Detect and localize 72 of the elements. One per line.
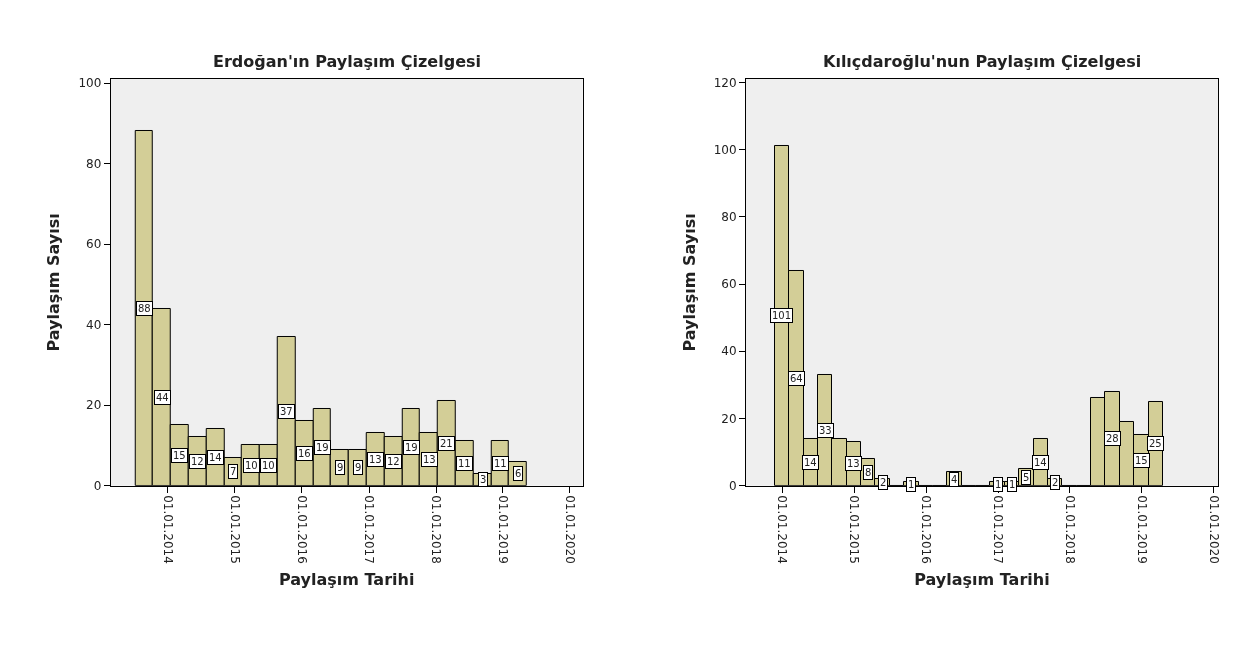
data-label: 13	[423, 454, 436, 465]
y-tick-label: 40	[86, 317, 102, 332]
y-tick-label: 80	[86, 156, 102, 171]
y-axis-title: Paylaşım Sayısı	[679, 213, 699, 352]
y-tick-label: 80	[721, 210, 737, 225]
data-label: 3	[480, 474, 487, 485]
data-label: 44	[156, 392, 169, 403]
y-tick-label: 60	[86, 237, 102, 252]
data-label: 4	[951, 474, 958, 485]
y-tick-label: 100	[713, 142, 737, 157]
data-label: 15	[1135, 455, 1148, 466]
data-label: 12	[191, 456, 204, 467]
data-label: 10	[245, 460, 258, 471]
x-tick-label: 01.01.2016	[919, 495, 934, 564]
y-tick-label: 40	[721, 344, 737, 359]
data-label: 11	[494, 458, 507, 469]
y-tick-label: 0	[728, 478, 737, 493]
data-label: 28	[1106, 433, 1119, 444]
data-label: 33	[819, 425, 832, 436]
data-label: 5	[1023, 472, 1030, 483]
data-label: 21	[440, 438, 453, 449]
x-tick-label: 01.01.2020	[563, 495, 578, 564]
data-label: 13	[847, 458, 860, 469]
x-tick-label: 01.01.2020	[1206, 495, 1221, 564]
y-tick-label: 120	[713, 75, 737, 90]
x-tick-label: 01.01.2019	[496, 495, 511, 564]
x-tick-label: 01.01.2018	[429, 495, 444, 564]
data-label: 7	[230, 466, 237, 477]
x-tick-label: 01.01.2017	[991, 495, 1006, 564]
data-label: 12	[387, 456, 400, 467]
x-tick-label: 01.01.2014	[160, 495, 175, 564]
data-label: 9	[355, 462, 362, 473]
data-label: 2	[880, 477, 887, 488]
data-label: 13	[369, 454, 382, 465]
data-label: 11	[458, 458, 471, 469]
x-tick-label: 01.01.2015	[847, 495, 862, 564]
data-label: 6	[515, 468, 522, 479]
x-tick-label: 01.01.2019	[1134, 495, 1149, 564]
data-label: 8	[865, 467, 872, 478]
x-tick-label: 01.01.2018	[1063, 495, 1078, 564]
data-label: 101	[772, 310, 792, 321]
data-label: 19	[316, 442, 329, 453]
x-tick-label: 01.01.2017	[362, 495, 377, 564]
y-tick-label: 60	[721, 277, 737, 292]
data-label: 2	[1052, 477, 1059, 488]
y-tick-label: 100	[78, 76, 102, 91]
y-tick-label: 20	[721, 411, 737, 426]
x-tick-label: 01.01.2016	[294, 495, 309, 564]
data-label: 16	[298, 448, 311, 459]
data-label: 64	[790, 373, 803, 384]
data-label: 88	[138, 303, 151, 314]
data-label: 19	[405, 442, 418, 453]
data-label: 14	[804, 457, 817, 468]
data-label: 1	[1009, 479, 1016, 490]
y-tick-label: 0	[93, 478, 102, 493]
x-tick-label: 01.01.2015	[227, 495, 242, 564]
data-label: 10	[262, 460, 275, 471]
data-label: 14	[209, 452, 222, 463]
data-label: 14	[1034, 457, 1047, 468]
x-axis-title: Paylaşım Tarihi	[278, 569, 415, 589]
data-label: 1	[908, 479, 915, 490]
chart-title: Erdoğan'ın Paylaşım Çizelgesi	[213, 52, 481, 71]
data-label: 25	[1149, 438, 1162, 449]
data-label: 15	[173, 450, 186, 461]
x-tick-label: 01.01.2014	[775, 495, 790, 564]
y-tick-label: 20	[86, 398, 102, 413]
y-axis-title: Paylaşım Sayısı	[44, 213, 64, 352]
data-label: 37	[280, 406, 293, 417]
x-axis-title: Paylaşım Tarihi	[914, 569, 1050, 589]
chart-title: Kılıçdaroğlu'nun Paylaşım Çizelgesi	[823, 52, 1142, 71]
data-label: 1	[995, 479, 1002, 490]
data-label: 9	[337, 462, 344, 473]
